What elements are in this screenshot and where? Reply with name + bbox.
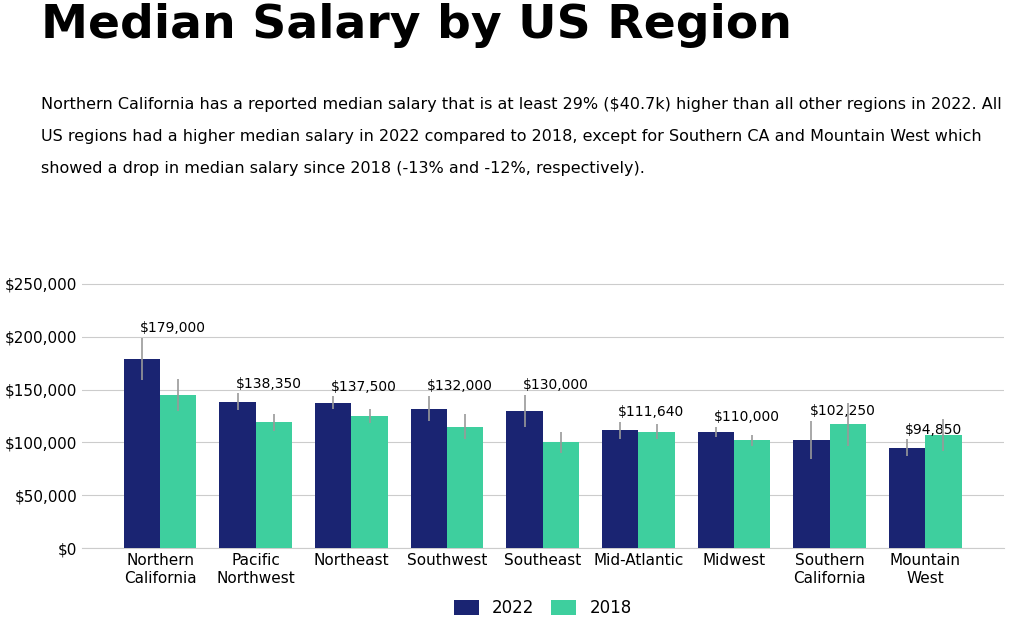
Bar	[602, 430, 638, 548]
Text: Northern California has a reported median salary that is at least 29% ($40.7k) h: Northern California has a reported media…	[41, 97, 1001, 112]
Text: Median Salary by US Region: Median Salary by US Region	[41, 3, 792, 48]
Bar	[160, 395, 197, 548]
Text: $137,500: $137,500	[332, 380, 397, 394]
Bar	[256, 422, 292, 548]
Text: showed a drop in median salary since 2018 (-13% and -12%, respectively).: showed a drop in median salary since 201…	[41, 161, 645, 176]
Bar	[447, 427, 483, 548]
Text: $179,000: $179,000	[140, 321, 206, 335]
Bar	[734, 440, 770, 548]
Bar	[507, 411, 543, 548]
Text: $102,250: $102,250	[810, 404, 876, 419]
Bar	[889, 448, 926, 548]
Bar	[829, 424, 866, 548]
Legend: 2022, 2018: 2022, 2018	[447, 592, 638, 623]
Bar	[411, 409, 447, 548]
Bar	[794, 440, 829, 548]
Text: $138,350: $138,350	[236, 377, 302, 391]
Bar	[315, 403, 351, 548]
Bar	[219, 402, 256, 548]
Text: US regions had a higher median salary in 2022 compared to 2018, except for South: US regions had a higher median salary in…	[41, 129, 982, 144]
Text: $94,850: $94,850	[905, 423, 963, 437]
Text: $110,000: $110,000	[714, 410, 780, 424]
Bar	[697, 432, 734, 548]
Bar	[543, 442, 579, 548]
Bar	[638, 432, 675, 548]
Bar	[124, 359, 160, 548]
Text: $132,000: $132,000	[427, 379, 493, 393]
Bar	[351, 416, 388, 548]
Text: $130,000: $130,000	[522, 378, 589, 392]
Bar	[926, 435, 962, 548]
Text: $111,640: $111,640	[618, 405, 684, 419]
